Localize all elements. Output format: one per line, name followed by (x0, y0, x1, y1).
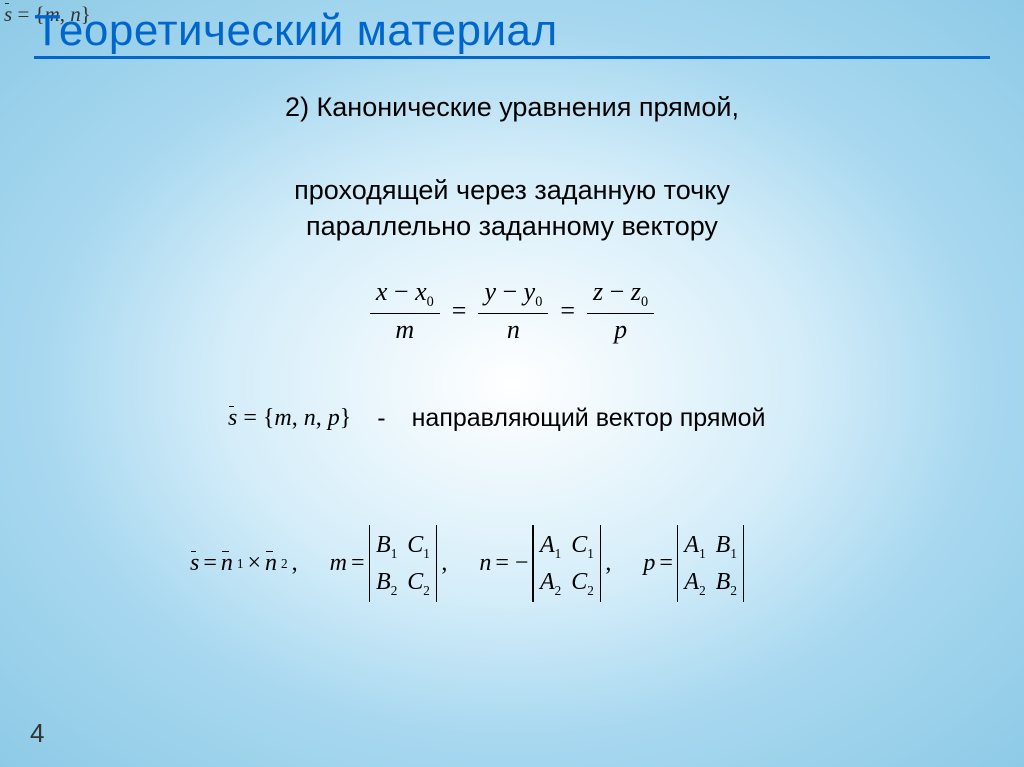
title-underline (34, 56, 990, 59)
vector-formula: s = {m, n, p} (228, 405, 351, 432)
corner-s: s (4, 2, 12, 26)
dash: - (377, 404, 385, 433)
subtitle-2-line2: параллельно заданному вектору (0, 208, 1024, 244)
direction-vector-row: s = {m, n, p} - направляющий вектор прям… (228, 404, 766, 433)
eq-sign-2: = (560, 296, 575, 326)
frac-x: x − x0 m (370, 278, 440, 345)
frac-y: y − y0 n (478, 278, 548, 345)
det-n: n = − A1C1 A2C2 , (479, 525, 611, 602)
eq-sign: = (452, 296, 467, 326)
det-p: p = A1B1 A2B2 (643, 525, 744, 602)
vector-label: направляющий вектор прямой (412, 404, 766, 433)
subtitle-2-line1: проходящей через заданную точку (0, 172, 1024, 208)
det-m: m = B1C1 B2C2 , (330, 525, 448, 602)
subtitle-2: проходящей через заданную точку параллел… (0, 172, 1024, 245)
title-block: Теоретический материал (34, 6, 990, 59)
page-number: 4 (30, 718, 44, 749)
canonical-equation: x − x0 m = y − y0 n = z − z0 p (0, 278, 1024, 345)
subtitle-1: 2) Канонические уравнения прямой, (0, 92, 1024, 123)
determinant-row: s = n1 × n2, m = B1C1 B2C2 , n = − A1C1 … (190, 525, 744, 602)
cross-product: s = n1 × n2, (190, 550, 298, 577)
frac-z: z − z0 p (587, 278, 654, 345)
slide-title: Теоретический материал (34, 6, 990, 56)
